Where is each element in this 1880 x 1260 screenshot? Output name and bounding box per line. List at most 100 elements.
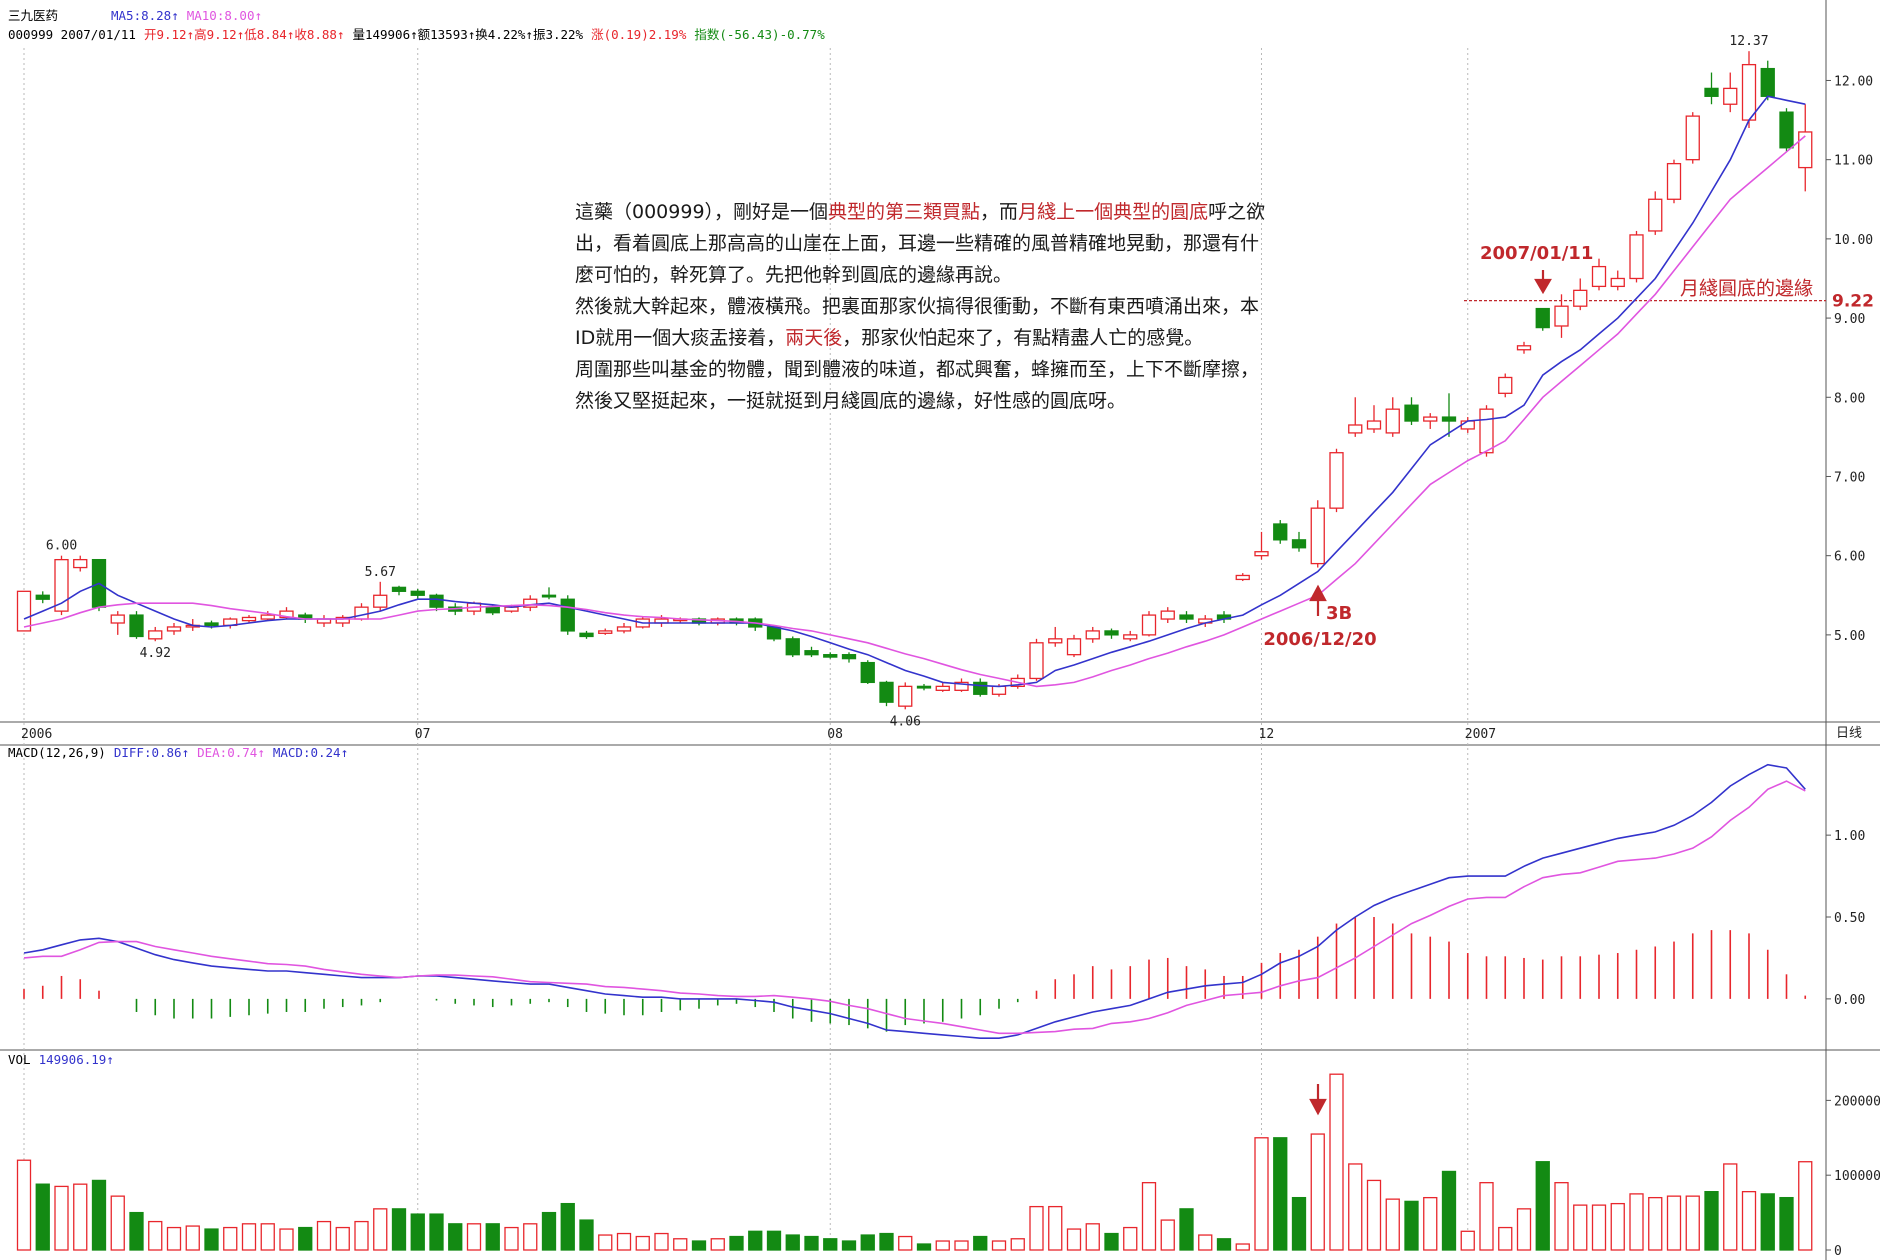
- volume-bar: [1685, 1195, 1700, 1251]
- candle-body: [1516, 345, 1532, 351]
- y-tick-label: 1.00: [1834, 829, 1865, 844]
- candle-body: [1498, 376, 1513, 394]
- candle-body: [1666, 162, 1682, 200]
- header-item: 量149906↑额13593↑换4.22%↑振3.22%: [352, 27, 583, 42]
- commentary-text: 出，看着圓底上那高高的山崖在上面，耳邊一些精確的風普精確地晃動，那還有什: [575, 233, 1259, 255]
- volume-bar: [1779, 1196, 1794, 1251]
- candle-body: [560, 598, 575, 632]
- volume-bar: [729, 1235, 744, 1251]
- volume-bar: [1048, 1205, 1063, 1251]
- annotation: 2006/12/20: [1263, 629, 1376, 650]
- panel-header: MACD(12,26,9) DIFF:0.86↑ DEA:0.74↑ MACD:0.2…: [8, 745, 348, 760]
- annotation: 3B: [1326, 603, 1352, 624]
- volume-bar: [54, 1185, 69, 1251]
- header-item: MA5:8.28↑: [111, 8, 179, 23]
- volume-bar: [391, 1208, 407, 1251]
- y-tick-label: 12.00: [1834, 74, 1873, 89]
- volume-bar: [504, 1226, 519, 1251]
- volume-bar: [1760, 1193, 1775, 1251]
- candle-body: [991, 685, 1007, 695]
- volume-arrow: [1309, 1084, 1327, 1116]
- commentary-text: 呼之欲: [1208, 201, 1265, 223]
- candle-body: [1123, 634, 1138, 640]
- volume-bar: [635, 1235, 650, 1251]
- volume-bar: [935, 1240, 950, 1251]
- header-item: MACD(12,26,9): [8, 745, 106, 760]
- macd-line: [23, 780, 1806, 1035]
- volume-bar: [466, 1223, 482, 1251]
- extreme-label: 4.92: [140, 646, 171, 661]
- candle-body: [973, 681, 988, 695]
- candle-body: [1254, 551, 1269, 557]
- reference-label-bg: [1828, 289, 1880, 310]
- volume-bar: [298, 1226, 313, 1251]
- candle-body: [916, 685, 932, 689]
- volume-bar: [204, 1228, 219, 1251]
- candle-body: [1104, 630, 1119, 636]
- volume-bar: [860, 1234, 875, 1251]
- volume-bar: [541, 1211, 557, 1251]
- candle-body: [1479, 408, 1494, 454]
- header-item: 指数(-56.43)-0.77%: [694, 27, 825, 42]
- header-item: DEA:0.74↑: [197, 745, 265, 760]
- candle-body: [166, 626, 182, 632]
- volume-bar: [1666, 1195, 1682, 1251]
- ma-line: [23, 135, 1806, 688]
- candle-body: [1085, 630, 1100, 640]
- commentary-line: ID就用一個大痰盂接着，兩天後，那家伙怕起來了，有點精盡人亡的感覺。: [575, 327, 1203, 349]
- candle-body: [1329, 452, 1344, 509]
- candle-body: [260, 614, 275, 620]
- commentary-line: 麼可怕的，幹死算了。先把他幹到圓底的邊緣再說。: [575, 264, 1012, 286]
- candle-body: [1348, 424, 1363, 434]
- volume-bar: [766, 1230, 782, 1251]
- volume-bar: [16, 1159, 32, 1251]
- volume-bar: [1704, 1190, 1719, 1251]
- candle-body: [879, 681, 894, 703]
- volume-bar: [991, 1240, 1007, 1251]
- candle-body: [1610, 277, 1625, 288]
- volume-bar: [1648, 1196, 1663, 1251]
- candle-body: [598, 630, 613, 634]
- reference-label: 9.22: [1832, 292, 1874, 312]
- panel-header: MA5:8.28↑ MA10:8.00↑: [111, 8, 262, 23]
- volume-bar: [1460, 1230, 1475, 1251]
- commentary-line: 然後又堅挺起來，一挺就挺到月綫圓底的邊緣，好性感的圓底呀。: [575, 390, 1126, 412]
- candle-body: [1235, 574, 1250, 581]
- annotation-arrow: [1309, 584, 1327, 616]
- candle-body: [1573, 289, 1588, 307]
- date-label: 2007: [1465, 727, 1496, 742]
- commentary-text: 然後又堅挺起來，一挺就挺到月綫圓底的邊緣，好性感的圓底呀。: [575, 390, 1126, 412]
- volume-bar: [1141, 1182, 1157, 1251]
- candle-body: [541, 594, 557, 598]
- extreme-label: 5.67: [365, 565, 396, 580]
- y-tick-label: 8.00: [1834, 391, 1865, 406]
- volume-bar: [1216, 1238, 1232, 1251]
- candle-body: [1779, 111, 1794, 149]
- candle-body: [1629, 234, 1644, 280]
- header-item: 涨(0.19)2.19%: [591, 27, 687, 42]
- volume-bar: [973, 1235, 988, 1251]
- commentary-line: 這藥（000999），剛好是一個典型的第三類買點，而月綫上一個典型的圓底呼之欲: [575, 201, 1265, 223]
- header-item: 149906.19↑: [39, 1052, 114, 1067]
- commentary-line: 然後就大幹起來，體液橫飛。把裏面那家伙搞得很衝動，不斷有東西噴涌出來，本: [575, 296, 1259, 318]
- volume-bar: [598, 1234, 613, 1251]
- date-label: 12: [1259, 727, 1275, 742]
- date-label: 07: [415, 727, 431, 742]
- commentary-text: 月綫上一個典型的圓底: [1018, 201, 1208, 223]
- volume-bar: [1179, 1208, 1194, 1251]
- commentary-text: ，而: [980, 201, 1018, 223]
- volume-bar: [691, 1240, 707, 1251]
- volume-bar: [654, 1232, 669, 1251]
- candle-body: [241, 616, 257, 622]
- candle-body: [35, 594, 50, 600]
- candle-body: [1591, 265, 1607, 288]
- volume-bar: [1610, 1202, 1625, 1251]
- volume-bar: [73, 1183, 88, 1251]
- commentary-text: 麼可怕的，幹死算了。先把他幹到圓底的邊緣再說。: [575, 264, 1012, 286]
- volume-bar: [1498, 1226, 1513, 1251]
- volume-bar: [241, 1223, 257, 1251]
- candle-body: [410, 590, 425, 596]
- y-tick-label: 0: [1834, 1244, 1842, 1259]
